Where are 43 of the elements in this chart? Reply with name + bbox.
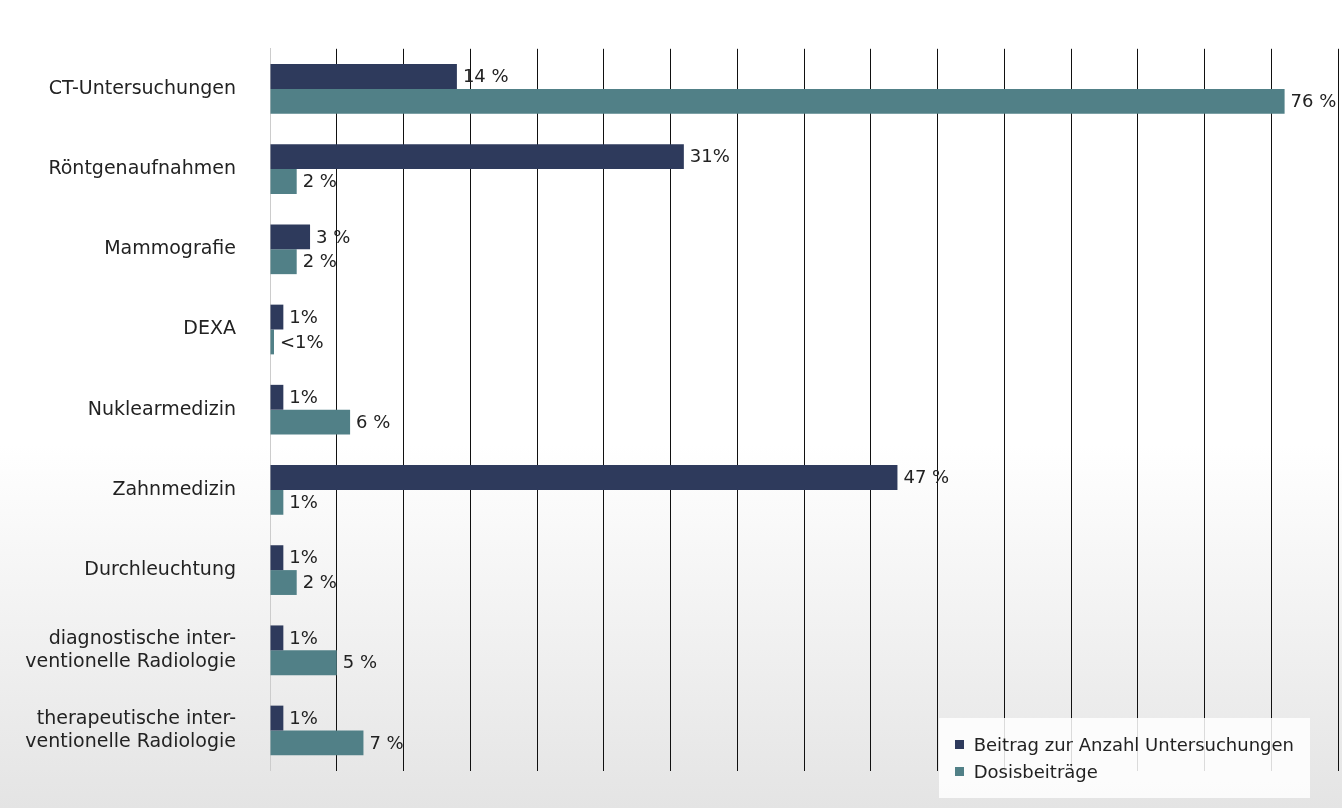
bar <box>270 730 364 756</box>
y-tick-label: Zahnmedizin <box>112 476 236 499</box>
y-tick-label: Nuklearmedizin <box>87 396 236 419</box>
bar <box>270 489 284 515</box>
bar <box>270 249 297 275</box>
bar <box>270 169 297 194</box>
bar <box>270 625 284 651</box>
bar <box>270 409 351 435</box>
data-label: 1% <box>289 491 318 512</box>
bar <box>270 570 297 595</box>
bar <box>270 304 284 330</box>
bar <box>270 224 311 250</box>
data-label: 1% <box>289 546 318 568</box>
bar <box>270 88 1285 114</box>
legend-label: Beitrag zur Anzahl Untersuchungen <box>973 734 1294 755</box>
bar <box>270 705 284 731</box>
y-tick-label: therapeutische inter-ventionelle Radiologie <box>25 706 236 751</box>
data-label: 5 % <box>342 651 378 673</box>
data-label: 1% <box>289 305 318 327</box>
data-label: 1% <box>289 626 318 648</box>
data-label: 76 % <box>1290 90 1337 111</box>
data-label: 6 % <box>356 410 391 432</box>
data-label: <1% <box>280 330 324 352</box>
data-label: 2 % <box>302 250 337 272</box>
data-label: 2 % <box>302 571 337 593</box>
y-tick-label: diagnostische inter-ventionelle Radiologie <box>25 625 236 671</box>
data-label: 31% <box>689 145 730 167</box>
bar <box>270 144 684 170</box>
data-label: 1% <box>289 706 318 728</box>
bar <box>270 650 337 676</box>
bar <box>270 384 284 410</box>
data-label: 7 % <box>369 731 404 753</box>
bar <box>270 465 898 490</box>
y-tick-label: DEXA <box>183 316 236 339</box>
data-label: 1% <box>289 385 318 407</box>
y-tick-label: Röntgenaufnahmen <box>48 156 236 179</box>
legend-label: Dosisbeiträge <box>973 761 1098 782</box>
bar <box>270 64 457 89</box>
y-tick-label: Mammografie <box>104 236 236 259</box>
y-tick-label: CT-Untersuchungen <box>48 75 236 98</box>
data-label: 2 % <box>302 170 337 192</box>
bar <box>270 545 284 571</box>
y-tick-label: Durchleuchtung <box>84 557 236 580</box>
